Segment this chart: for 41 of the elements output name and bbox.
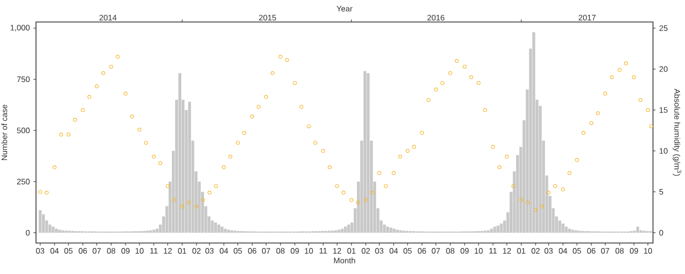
bar	[493, 226, 496, 233]
bar	[52, 226, 55, 233]
bar	[227, 230, 230, 233]
bar	[396, 230, 399, 233]
bar	[156, 228, 159, 233]
bar	[188, 102, 191, 233]
bar	[382, 224, 386, 233]
bar	[178, 73, 182, 233]
bar	[562, 224, 564, 233]
bar	[640, 230, 642, 233]
bar	[220, 226, 224, 233]
bar	[564, 226, 568, 233]
bar	[340, 228, 344, 233]
bar	[48, 224, 52, 233]
bar	[344, 226, 347, 233]
bar	[54, 228, 58, 233]
bar	[392, 228, 396, 233]
bar	[363, 71, 366, 233]
bar	[386, 226, 390, 233]
bar	[38, 210, 42, 233]
bar	[58, 230, 62, 233]
bar	[337, 230, 340, 233]
bar	[636, 226, 640, 233]
bar	[366, 73, 370, 233]
bar	[347, 224, 350, 233]
bar	[389, 228, 392, 233]
bar	[399, 230, 402, 233]
bar	[42, 214, 45, 233]
bar	[568, 228, 571, 233]
bar	[486, 230, 490, 233]
bar	[61, 230, 64, 233]
bar	[217, 224, 220, 233]
bar	[500, 224, 503, 233]
bar	[152, 230, 156, 233]
bar	[224, 228, 227, 233]
bar	[214, 222, 217, 233]
bar	[574, 230, 578, 233]
bar	[490, 228, 494, 233]
bar	[149, 230, 152, 233]
bar	[496, 226, 500, 233]
bar	[571, 230, 574, 233]
